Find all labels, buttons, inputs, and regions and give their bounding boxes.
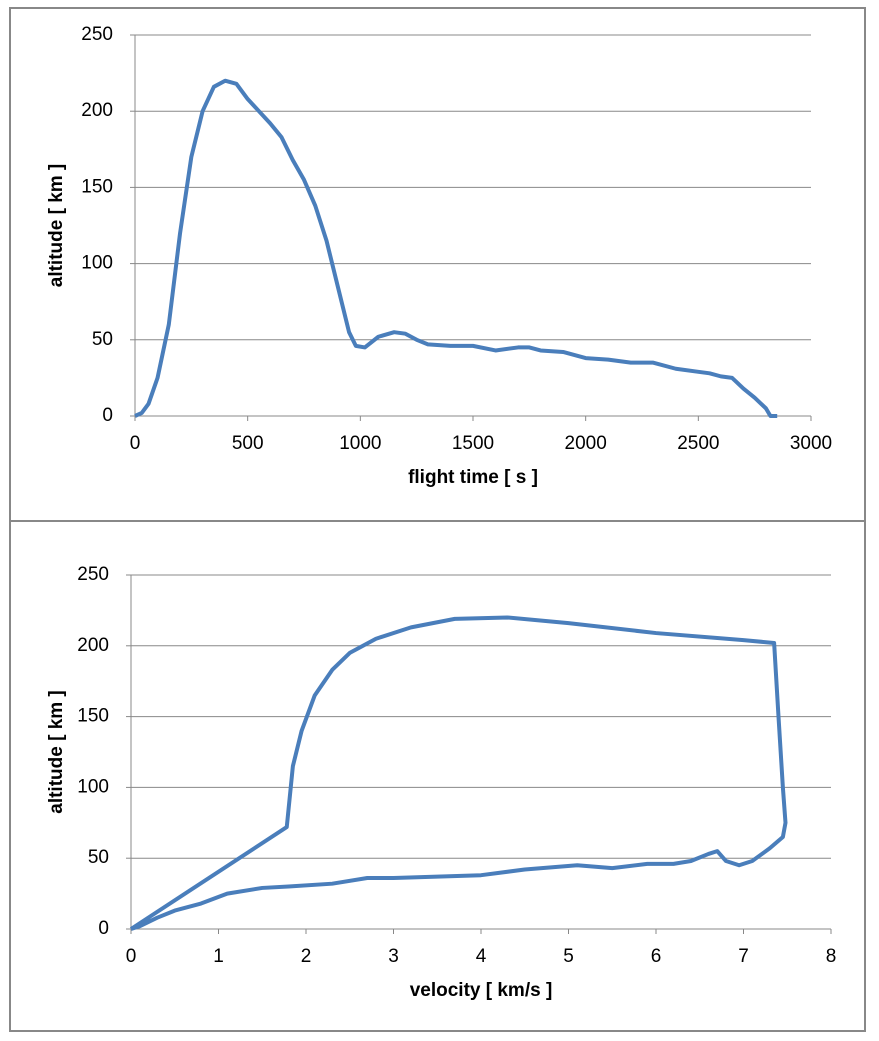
x-tick-label: 6 (651, 946, 662, 967)
x-axis-title: velocity [ km/s ] (410, 980, 553, 1001)
y-tick-label: 100 (77, 776, 109, 797)
y-axis-title: altitude [ km ] (46, 690, 67, 814)
y-axis-title: altitude [ km ] (46, 164, 67, 288)
y-tick-label: 150 (81, 176, 113, 197)
x-tick-label: 500 (232, 433, 264, 454)
x-tick-label: 3 (388, 946, 399, 967)
y-tick-label: 50 (88, 847, 109, 868)
data-line (129, 615, 788, 931)
panel (9, 520, 866, 1032)
y-tick-label: 0 (102, 405, 113, 426)
x-tick-label: 7 (738, 946, 749, 967)
y-tick-label: 250 (77, 564, 109, 585)
y-tick-label: 150 (77, 706, 109, 727)
data-line (134, 78, 778, 418)
x-tick-label: 0 (130, 433, 141, 454)
y-tick-label: 250 (81, 24, 113, 45)
x-axis-title: flight time [ s ] (408, 467, 538, 488)
x-tick-label: 2500 (677, 433, 719, 454)
x-tick-label: 1500 (452, 433, 494, 454)
x-tick-label: 1000 (339, 433, 381, 454)
y-tick-label: 200 (81, 100, 113, 121)
x-tick-label: 2 (301, 946, 312, 967)
x-tick-label: 4 (476, 946, 487, 967)
x-tick-label: 3000 (790, 433, 832, 454)
y-tick-label: 200 (77, 635, 109, 656)
y-tick-label: 100 (81, 253, 113, 274)
x-tick-label: 1 (213, 946, 224, 967)
y-tick-label: 50 (92, 329, 113, 350)
y-tick-label: 0 (98, 918, 109, 939)
x-tick-label: 5 (563, 946, 574, 967)
x-tick-label: 2000 (565, 433, 607, 454)
x-tick-label: 8 (826, 946, 837, 967)
x-tick-label: 0 (126, 946, 137, 967)
